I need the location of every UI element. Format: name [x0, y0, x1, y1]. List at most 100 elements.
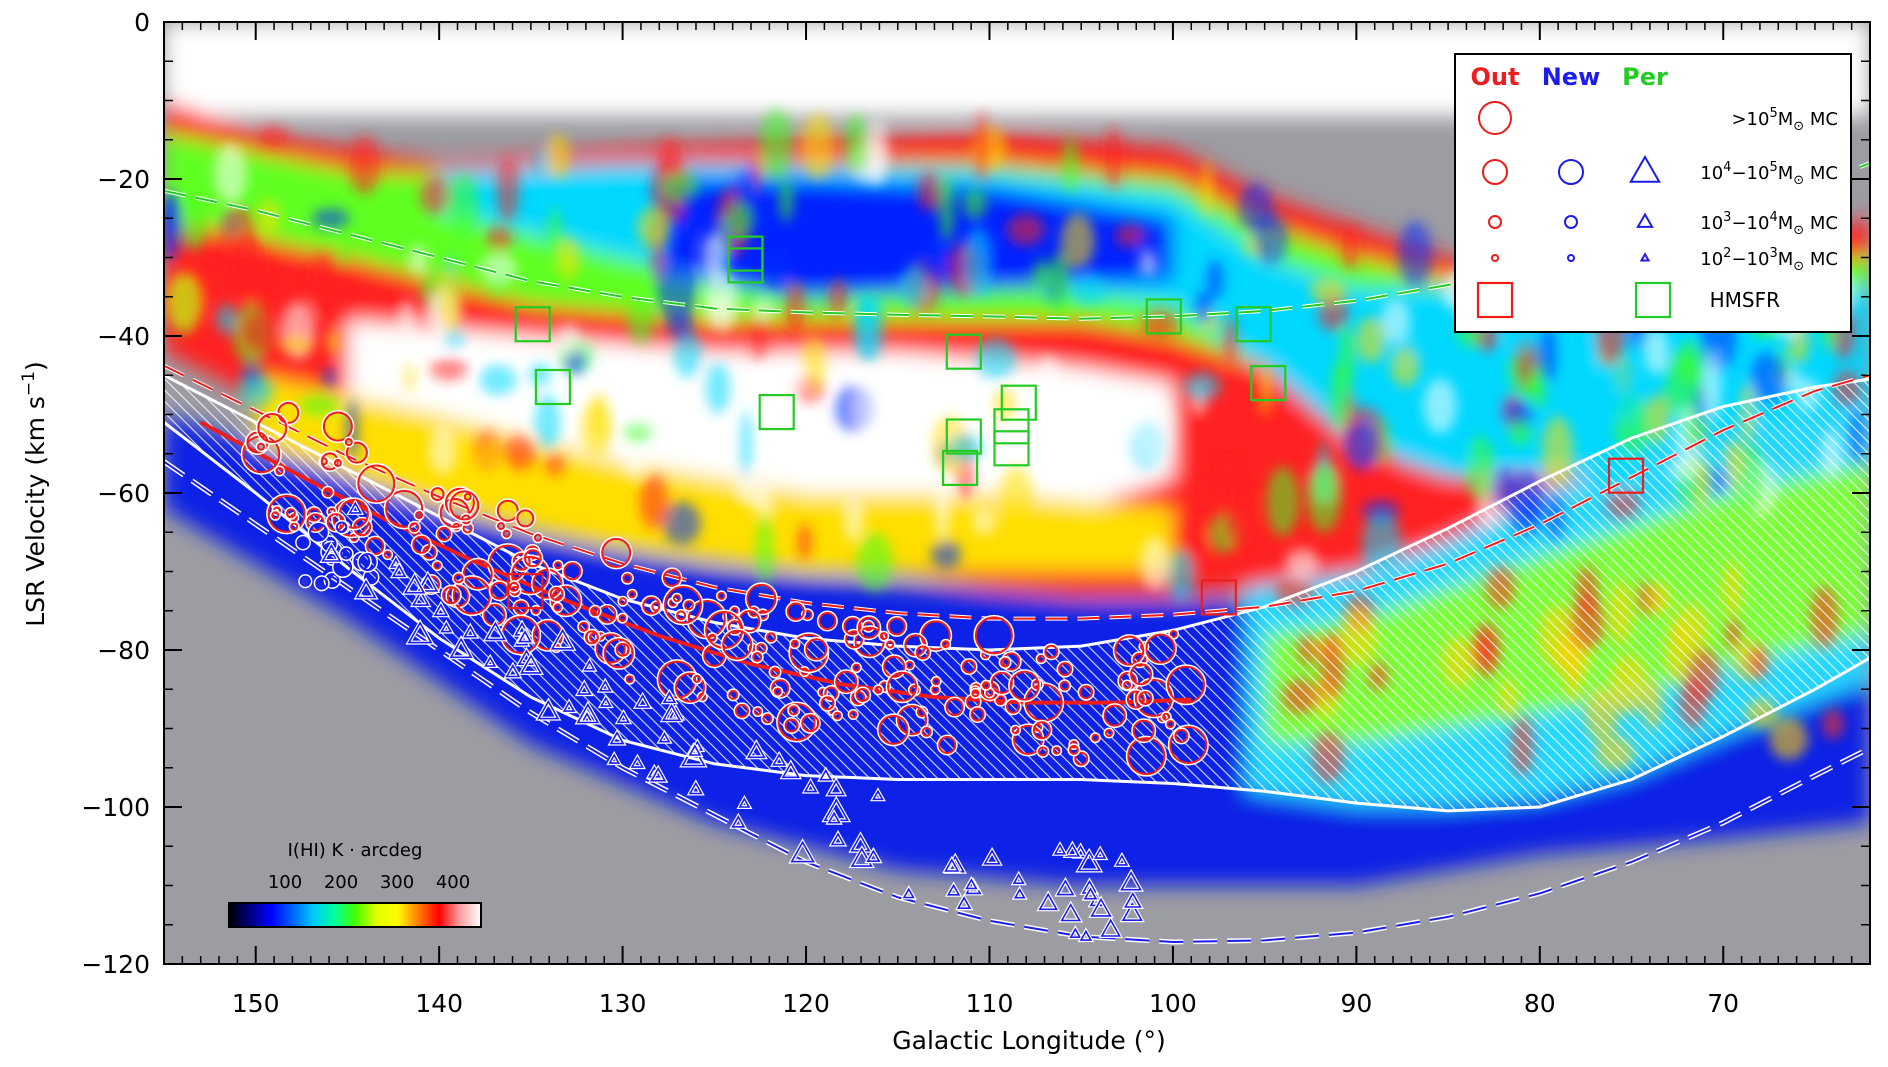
emission-clump: [972, 507, 997, 535]
outer-cloud: [285, 508, 296, 519]
legend-circle-large: [1482, 159, 1508, 185]
hmsfr-outer: [507, 572, 544, 610]
new-cloud-triangle: [390, 557, 402, 568]
outer-cloud-halo: [1168, 628, 1180, 640]
outer-cloud-halo: [799, 712, 821, 734]
y-axis-label-main: LSR Velocity (km s: [21, 396, 50, 627]
outer-cloud: [995, 695, 1006, 706]
outer-cloud: [642, 596, 661, 615]
new-cloud-triangle: [562, 700, 576, 712]
new-cloud: [309, 522, 328, 542]
outer-cloud: [818, 612, 837, 630]
new-cloud-triangle: [412, 590, 430, 606]
new-cloud-triangle: [417, 573, 439, 592]
emission-clump: [536, 146, 549, 180]
outer-cloud: [857, 616, 880, 639]
legend-label-base: >10: [1731, 109, 1769, 130]
new-cloud-triangle: [1012, 873, 1025, 884]
outer-cloud: [878, 714, 909, 745]
outer-cloud-halo: [514, 507, 536, 529]
outer-cloud: [383, 550, 392, 559]
emission-clump: [299, 394, 339, 417]
legend-label-mass: M: [1778, 249, 1794, 270]
emission-clump: [1398, 221, 1433, 288]
outer-cloud-halo: [661, 567, 683, 589]
colorbar-tick-label: 300: [380, 872, 414, 893]
legend-label-sun: ⊙: [1793, 223, 1804, 238]
emission-clump: [999, 465, 1034, 532]
new-cloud-triangle: [518, 630, 532, 643]
legend-label-sup: 2: [1723, 246, 1731, 261]
emission-clump: [1201, 160, 1213, 218]
emission-clump: [1137, 228, 1155, 260]
outer-cloud: [845, 630, 864, 649]
outer-cloud-halo: [410, 534, 432, 556]
outer-cloud: [962, 659, 976, 674]
outer-cloud-halo: [452, 571, 466, 585]
legend-label-mass: M: [1778, 109, 1794, 130]
emission-clump: [216, 304, 236, 335]
emission-clump: [258, 125, 290, 147]
outer-cloud: [1123, 681, 1132, 689]
new-cloud-triangle: [355, 579, 377, 599]
outer-cloud-halo: [671, 592, 683, 604]
outer-cloud: [320, 452, 339, 471]
outer-cloud: [628, 590, 637, 599]
emission-clump: [1390, 347, 1420, 387]
x-axis-label: Galactic Longitude (°): [892, 1026, 1165, 1055]
outer-cloud-halo: [788, 632, 830, 674]
lower-dashed-track: [164, 460, 1870, 944]
emission-clump: [657, 253, 697, 325]
outer-cloud: [777, 703, 816, 741]
outer-cloud: [601, 537, 632, 568]
emission-clump: [1603, 359, 1640, 421]
emission-clump: [639, 474, 668, 529]
outer-cloud: [897, 705, 928, 736]
outer-cloud-halo: [255, 441, 267, 453]
outer-cloud-halo: [617, 612, 629, 624]
outer-cloud-halo: [552, 601, 564, 613]
outer-cloud-halo: [831, 710, 843, 722]
emission-clump: [1195, 290, 1213, 323]
new-cloud-triangle: [946, 883, 961, 896]
emission-clump: [1675, 339, 1706, 386]
outer-cloud: [563, 562, 582, 581]
outer-cloud-halo: [1125, 735, 1167, 777]
outer-cloud-halo: [847, 709, 859, 721]
outer-cloud: [1002, 652, 1021, 671]
emission-clump: [1285, 548, 1320, 578]
outer-cloud: [728, 689, 739, 700]
outer-cloud: [788, 705, 799, 716]
emission-clump: [739, 410, 753, 478]
outer-cloud: [990, 671, 1013, 694]
emission-clump: [1104, 126, 1122, 189]
emission-clump: [917, 171, 942, 212]
emission-clump: [916, 246, 947, 278]
emission-clump: [164, 190, 180, 238]
new-cloud-triangle: [662, 691, 677, 704]
outer-cloud: [463, 492, 472, 501]
outer-cloud-halo: [440, 584, 462, 606]
outer-cloud: [1174, 728, 1189, 743]
outer-cloud-halo: [344, 440, 370, 466]
emission-clump: [1508, 419, 1532, 446]
legend-row-label: 102−103M⊙ MC: [1700, 246, 1838, 274]
legend-hmsfr-perseus-square: [1634, 281, 1672, 319]
legend-label-mid: −10: [1731, 213, 1769, 234]
outer-cloud: [717, 591, 726, 600]
outer-cloud-halo: [1072, 750, 1090, 768]
emission-clump: [702, 272, 740, 333]
emission-clump: [1060, 213, 1095, 269]
hmsfr-perseus: [1000, 384, 1037, 421]
new-cloud: [335, 521, 348, 533]
x-tick-label: 70: [1707, 989, 1739, 1018]
emission-clump: [1223, 315, 1237, 369]
outer-cloud: [1058, 662, 1072, 677]
outer-cloud-halo: [429, 485, 447, 503]
legend-triangle-small: [1639, 252, 1651, 262]
outer-cloud-halo: [495, 520, 507, 532]
new-cloud-triangle: [1100, 918, 1121, 937]
outer-cloud: [801, 714, 820, 733]
